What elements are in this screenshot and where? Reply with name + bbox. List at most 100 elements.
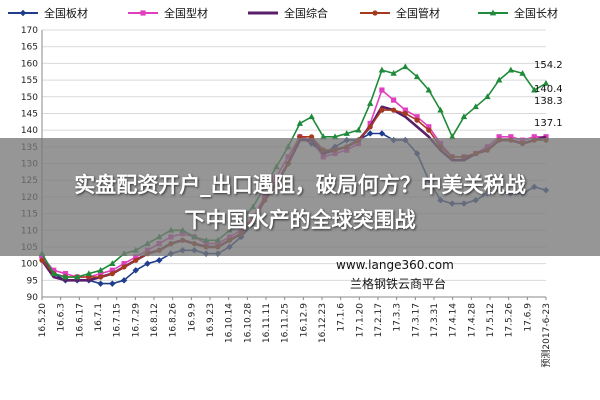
x-tick-label: 16.6.3 bbox=[57, 303, 67, 332]
x-tick-label: 17.4.14 bbox=[449, 303, 459, 338]
data-point bbox=[426, 127, 432, 133]
x-tick-label: 17.1.20 bbox=[355, 303, 365, 338]
data-point bbox=[414, 117, 420, 123]
y-tick-label: 100 bbox=[21, 260, 38, 270]
data-point bbox=[355, 126, 362, 133]
data-point bbox=[489, 9, 497, 16]
data-point bbox=[367, 120, 373, 127]
end-value-label: 140.4 bbox=[534, 84, 563, 95]
data-point bbox=[320, 133, 327, 140]
data-point bbox=[331, 133, 339, 140]
x-tick-label: 17.5.12 bbox=[486, 303, 496, 337]
data-point bbox=[98, 274, 104, 280]
data-point bbox=[390, 69, 397, 76]
x-tick-label: 16.7.1 bbox=[94, 303, 104, 332]
data-point bbox=[85, 270, 93, 277]
x-tick-label: 17.2.17 bbox=[374, 303, 384, 337]
legend-label: 全国长材 bbox=[514, 6, 558, 20]
y-tick-label: 90 bbox=[27, 293, 39, 303]
data-point bbox=[132, 267, 139, 274]
data-point bbox=[98, 271, 104, 277]
data-point bbox=[460, 113, 468, 120]
data-point bbox=[140, 10, 146, 16]
x-tick-label: 16.9.23 bbox=[206, 303, 216, 337]
data-point bbox=[50, 270, 57, 277]
x-tick-label: 17.3.17 bbox=[411, 303, 421, 337]
x-tick-label: 16.7.29 bbox=[131, 303, 141, 338]
data-point bbox=[402, 63, 409, 70]
x-tick-label: 16.12.9 bbox=[299, 303, 309, 338]
x-tick-label: 16.5.20 bbox=[38, 303, 48, 338]
x-tick-label: 16.6.17 bbox=[75, 303, 85, 337]
data-point bbox=[39, 254, 45, 260]
data-point bbox=[449, 133, 456, 140]
data-point bbox=[531, 86, 538, 93]
x-tick-label: 17.6.9 bbox=[523, 303, 533, 332]
headline-banner bbox=[0, 138, 600, 256]
x-tick-label: 17.1.6 bbox=[337, 303, 347, 332]
data-point bbox=[109, 260, 116, 267]
y-tick-label: 160 bbox=[21, 59, 38, 69]
data-point bbox=[73, 273, 81, 280]
legend-label: 全国综合 bbox=[284, 6, 328, 20]
data-point bbox=[495, 76, 503, 83]
data-point bbox=[519, 69, 526, 76]
data-point bbox=[121, 261, 127, 267]
y-tick-label: 165 bbox=[21, 43, 38, 53]
data-point bbox=[144, 260, 151, 267]
legend-item: 全国板材 bbox=[8, 6, 88, 20]
headline-line-2: 下中国水产的全球突围战 bbox=[184, 208, 416, 232]
data-point bbox=[19, 9, 27, 17]
end-value-label: 138.3 bbox=[534, 96, 563, 107]
data-point bbox=[542, 80, 550, 86]
x-tick-label: 16.9.9 bbox=[187, 303, 197, 332]
y-tick-label: 95 bbox=[27, 276, 38, 286]
data-point bbox=[507, 66, 515, 73]
data-point bbox=[426, 124, 432, 130]
legend-item: 全国管材 bbox=[360, 6, 440, 20]
data-point bbox=[379, 87, 385, 93]
data-point bbox=[379, 107, 385, 113]
y-tick-label: 140 bbox=[21, 126, 38, 136]
data-point bbox=[366, 100, 374, 106]
data-point bbox=[402, 110, 408, 117]
data-point bbox=[372, 10, 378, 16]
data-point bbox=[62, 273, 69, 280]
x-tick-label: 16.8.26 bbox=[169, 303, 179, 338]
data-point bbox=[120, 277, 128, 284]
x-tick-label: 16.10.14 bbox=[225, 303, 235, 343]
data-point bbox=[531, 134, 537, 140]
data-point bbox=[472, 103, 479, 110]
end-value-label: 154.2 bbox=[534, 60, 563, 71]
data-point bbox=[109, 267, 115, 273]
data-point bbox=[496, 134, 502, 140]
y-tick-label: 170 bbox=[21, 26, 38, 36]
axes: 9095100105110115120125130135140145150155… bbox=[21, 26, 552, 368]
x-tick-label: 17.3.31 bbox=[430, 303, 440, 337]
legend-item: 全国综合 bbox=[248, 6, 328, 20]
data-point bbox=[39, 257, 45, 263]
data-point bbox=[121, 264, 127, 270]
y-tick-label: 155 bbox=[21, 76, 38, 86]
data-point bbox=[133, 257, 139, 263]
y-tick-label: 145 bbox=[21, 109, 38, 119]
x-tick-label: 17.4.28 bbox=[467, 303, 477, 338]
data-point bbox=[156, 257, 163, 264]
data-point bbox=[97, 266, 104, 273]
data-point bbox=[391, 97, 397, 103]
x-tick-label: 16.7.15 bbox=[113, 303, 123, 337]
data-point bbox=[109, 271, 115, 277]
x-tick-label: 16.10.28 bbox=[243, 303, 253, 343]
x-tick-label: 16.11.11 bbox=[262, 303, 272, 343]
x-tick-label: 16.11.25 bbox=[281, 303, 291, 343]
data-point bbox=[378, 66, 386, 73]
headline-line-1: 实盘配资开户_出口遇阻，破局何方？中美关税战 bbox=[74, 173, 526, 197]
data-point bbox=[366, 130, 374, 137]
legend-item: 全国长材 bbox=[478, 6, 558, 20]
legend-label: 全国板材 bbox=[44, 6, 88, 20]
data-point bbox=[437, 106, 444, 113]
data-point bbox=[402, 107, 408, 113]
watermark-url: www.lange360.com bbox=[336, 258, 454, 272]
